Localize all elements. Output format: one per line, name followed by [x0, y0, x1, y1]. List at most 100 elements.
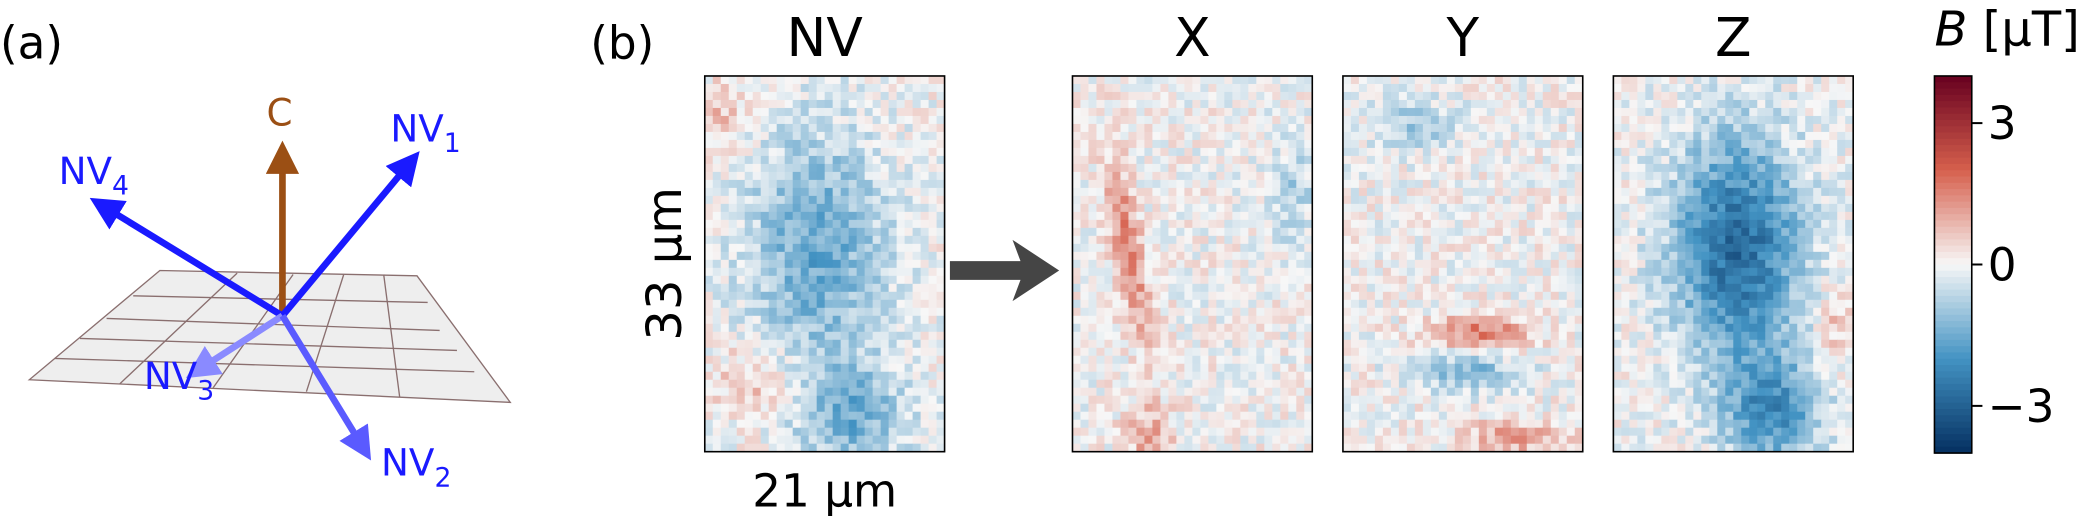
map-pixel — [1829, 108, 1837, 116]
map-pixel — [1232, 380, 1240, 388]
map-pixel — [1280, 348, 1288, 356]
map-pixel — [1304, 412, 1312, 420]
map-pixel — [1447, 124, 1455, 132]
map-pixel — [873, 132, 881, 140]
map-pixel — [1304, 124, 1312, 132]
map-pixel — [777, 444, 785, 452]
map-pixel — [1256, 348, 1264, 356]
map-pixel — [833, 348, 841, 356]
map-pixel — [1296, 172, 1304, 180]
map-pixel — [1797, 76, 1805, 84]
map-pixel — [809, 84, 817, 92]
map-pixel — [1264, 188, 1272, 196]
map-pixel — [1527, 284, 1535, 292]
map-pixel — [1112, 284, 1120, 292]
map-pixel — [1391, 284, 1399, 292]
map-pixel — [801, 444, 809, 452]
map-pixel — [1781, 228, 1789, 236]
map-pixel — [1240, 412, 1248, 420]
map-pixel — [1152, 284, 1160, 292]
map-pixel — [865, 276, 873, 284]
map-pixel — [1701, 220, 1709, 228]
map-pixel — [1096, 284, 1104, 292]
map-pixel — [1749, 156, 1757, 164]
map-pixel — [721, 156, 729, 164]
map-pixel — [1813, 220, 1821, 228]
map-pixel — [777, 340, 785, 348]
map-pixel — [1765, 252, 1773, 260]
map-pixel — [801, 372, 809, 380]
map-pixel — [1813, 228, 1821, 236]
map-pixel — [1391, 428, 1399, 436]
map-pixel — [1224, 180, 1232, 188]
map-pixel — [889, 436, 897, 444]
map-pixel — [857, 348, 865, 356]
map-pixel — [1248, 364, 1256, 372]
map-pixel — [785, 428, 793, 436]
map-pixel — [1575, 164, 1583, 172]
map-pixel — [1280, 260, 1288, 268]
map-pixel — [1805, 124, 1813, 132]
map-pixel — [1264, 284, 1272, 292]
map-pixel — [1144, 180, 1152, 188]
map-pixel — [1567, 412, 1575, 420]
map-pixel — [1503, 396, 1511, 404]
map-pixel — [1575, 356, 1583, 364]
map-pixel — [1136, 252, 1144, 260]
map-pixel — [905, 444, 913, 452]
map-pixel — [801, 244, 809, 252]
map-pixel — [873, 444, 881, 452]
map-pixel — [1551, 420, 1559, 428]
map-pixel — [1813, 140, 1821, 148]
map-pixel — [1272, 84, 1280, 92]
map-pixel — [729, 268, 737, 276]
map-pixel — [1168, 428, 1176, 436]
map-pixel — [1367, 116, 1375, 124]
map-pixel — [1415, 372, 1423, 380]
map-pixel — [857, 332, 865, 340]
map — [1072, 76, 1312, 452]
map-pixel — [1272, 444, 1280, 452]
map-pixel — [1280, 228, 1288, 236]
map-pixel — [1653, 268, 1661, 276]
map-pixel — [1837, 100, 1845, 108]
map-pixel — [1288, 324, 1296, 332]
map-pixel — [769, 308, 777, 316]
map-pixel — [1208, 276, 1216, 284]
map-pixel — [721, 420, 729, 428]
map-pixel — [1168, 316, 1176, 324]
map-pixel — [865, 356, 873, 364]
map-pixel — [1208, 420, 1216, 428]
map-pixel — [1559, 404, 1567, 412]
map-pixel — [1463, 124, 1471, 132]
map-pixel — [753, 228, 761, 236]
map-pixel — [1503, 364, 1511, 372]
map-pixel — [785, 164, 793, 172]
map-pixel — [1757, 188, 1765, 196]
map-pixel — [865, 204, 873, 212]
map-pixel — [1415, 284, 1423, 292]
map-pixel — [1208, 212, 1216, 220]
map-pixel — [1296, 84, 1304, 92]
map-pixel — [873, 340, 881, 348]
map-pixel — [1104, 412, 1112, 420]
map-pixel — [1661, 172, 1669, 180]
map-pixel — [1439, 164, 1447, 172]
map-pixel — [1431, 172, 1439, 180]
map-pixel — [873, 260, 881, 268]
map-pixel — [1733, 92, 1741, 100]
map-pixel — [1487, 292, 1495, 300]
map-pixel — [1527, 124, 1535, 132]
map-pixel — [1216, 332, 1224, 340]
map-pixel — [737, 132, 745, 140]
map-pixel — [873, 372, 881, 380]
map-pixel — [1669, 212, 1677, 220]
map-pixel — [1637, 172, 1645, 180]
map-pixel — [1829, 92, 1837, 100]
map-pixel — [721, 108, 729, 116]
map-pixel — [1120, 132, 1128, 140]
map-pixel — [1343, 300, 1351, 308]
map-pixel — [913, 92, 921, 100]
map-pixel — [1575, 388, 1583, 396]
map-pixel — [1256, 92, 1264, 100]
